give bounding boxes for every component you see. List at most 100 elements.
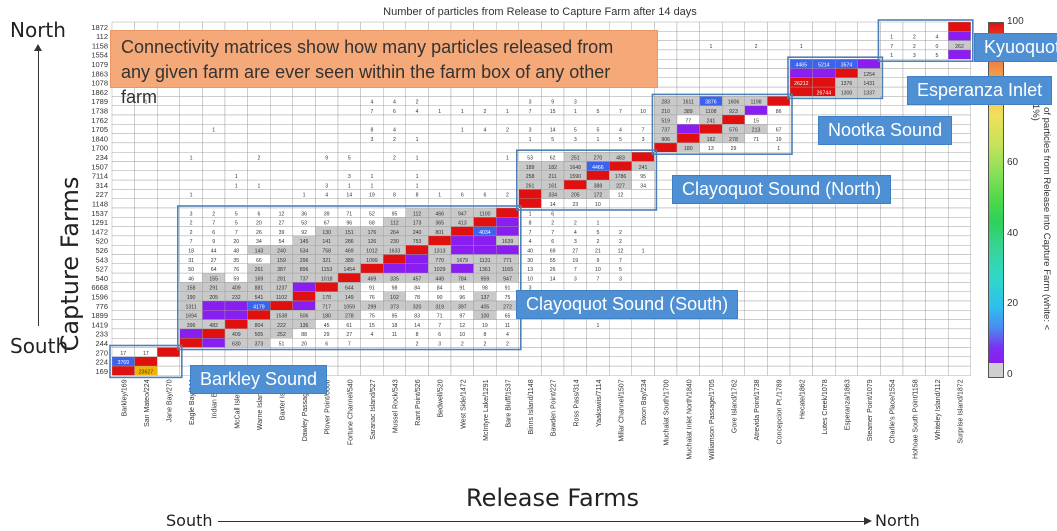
cell-value-label: 1538 xyxy=(276,314,288,320)
heatmap-cell xyxy=(835,31,859,41)
colorbar-tick: 60 xyxy=(1007,157,1019,168)
heatmap-cell xyxy=(405,114,429,125)
heatmap-cell xyxy=(948,105,972,116)
cell-value-label: 320 xyxy=(413,304,422,310)
x-tick-label: Indian Bay/2 xyxy=(212,379,219,418)
heatmap-cell xyxy=(563,179,587,190)
cell-value-label: 4 xyxy=(325,193,328,199)
heatmap-cell xyxy=(857,328,881,339)
heatmap-cell xyxy=(902,198,926,209)
cell-value-label: 506 xyxy=(300,314,309,320)
heatmap-cell xyxy=(360,365,384,376)
heatmap-cell xyxy=(880,105,904,116)
x-tick-label: Dixon Bay/234 xyxy=(641,379,648,425)
heatmap-cell xyxy=(676,235,700,246)
heatmap-cell xyxy=(315,170,339,181)
heatmap-cell xyxy=(789,356,813,367)
cell-value-label: 66 xyxy=(256,258,262,264)
heatmap-cell xyxy=(789,21,813,32)
heatmap-cell xyxy=(789,226,813,237)
cell-value-label: 23627 xyxy=(139,369,154,375)
heatmap-cell xyxy=(902,319,926,330)
cell-value-label: 155 xyxy=(209,276,218,282)
cell-value-label: 7 xyxy=(212,221,215,227)
heatmap-cell xyxy=(473,217,497,227)
heatmap-cell xyxy=(812,291,836,302)
cell-value-label: 3 xyxy=(190,211,193,217)
x-tick-label: Atrevida Point/1738 xyxy=(754,379,761,440)
heatmap-cell xyxy=(156,170,180,181)
cell-value-label: 83 xyxy=(414,314,420,320)
heatmap-cell xyxy=(496,356,520,367)
cell-value-label: 3 xyxy=(438,342,441,348)
cell-value-label: 232 xyxy=(232,295,241,301)
heatmap-cell xyxy=(789,272,813,283)
heatmap-cell xyxy=(767,272,791,283)
cell-value-label: 1 xyxy=(461,109,464,115)
heatmap-cell xyxy=(789,68,813,79)
heatmap-cell xyxy=(948,235,972,246)
cell-value-label: 1639 xyxy=(502,239,514,245)
cell-value-label: 35 xyxy=(233,258,239,264)
heatmap-cell xyxy=(315,96,339,106)
cell-value-label: 2 xyxy=(416,342,419,348)
cell-value-label: 291 xyxy=(209,286,218,292)
heatmap-cell xyxy=(609,365,633,376)
heatmap-cell xyxy=(744,235,768,246)
heatmap-cell xyxy=(948,347,972,358)
cell-value-label: 102 xyxy=(390,295,399,301)
cell-value-label: 4 xyxy=(529,239,532,245)
heatmap-cell xyxy=(835,338,859,348)
cell-value-label: 6 xyxy=(551,211,554,217)
heatmap-cell xyxy=(496,142,520,153)
heatmap-cell xyxy=(405,244,429,255)
cell-value-label: 397 xyxy=(458,304,467,310)
heatmap-cell xyxy=(631,226,655,237)
cell-value-label: 1 xyxy=(709,44,712,50)
cell-value-label: 1 xyxy=(642,249,645,255)
nootka-box xyxy=(651,93,793,156)
cell-value-label: 1 xyxy=(777,146,780,152)
heatmap-cell xyxy=(925,226,949,237)
heatmap-cell xyxy=(948,328,972,339)
cell-value-label: 737 xyxy=(661,128,670,134)
cell-value-label: 3 xyxy=(529,128,532,134)
heatmap-cell xyxy=(586,338,610,348)
x-tick-label: Baxter Islet/7 xyxy=(280,379,287,420)
heatmap-cell xyxy=(609,217,633,227)
heatmap-cell xyxy=(609,96,633,106)
heatmap-cell xyxy=(405,142,429,153)
heatmap-cell xyxy=(767,77,791,88)
heatmap-cell xyxy=(247,105,271,116)
cell-value-label: 10 xyxy=(595,267,601,273)
heatmap-cell xyxy=(473,142,497,153)
heatmap-cell xyxy=(428,235,452,246)
y-tick-label: 7114 xyxy=(92,172,108,181)
y-tick-label: 112 xyxy=(96,32,108,41)
cell-value-label: 12 xyxy=(279,211,285,217)
heatmap-cell xyxy=(812,217,836,227)
heatmap-cell xyxy=(902,356,926,367)
heatmap-cell xyxy=(134,356,158,367)
heatmap-cell xyxy=(563,356,587,367)
heatmap-cell xyxy=(134,217,158,227)
heatmap-cell xyxy=(631,347,655,358)
cell-value-label: 2 xyxy=(913,44,916,50)
heatmap-cell xyxy=(767,254,791,265)
heatmap-cell xyxy=(156,254,180,265)
cell-value-label: 896 xyxy=(300,267,309,273)
heatmap-cell xyxy=(586,114,610,125)
cell-value-label: 4 xyxy=(935,35,938,41)
heatmap-cell xyxy=(292,282,316,292)
heatmap-cell xyxy=(111,170,135,181)
barkley-box xyxy=(109,344,183,379)
cell-value-label: 20 xyxy=(301,342,307,348)
cell-value-label: 91 xyxy=(459,286,465,292)
heatmap-cell xyxy=(337,272,361,283)
cell-value-label: 519 xyxy=(661,118,670,124)
cell-value-label: 717 xyxy=(322,304,331,310)
heatmap-cell xyxy=(473,86,497,97)
cell-value-label: 75 xyxy=(505,295,511,301)
heatmap-cell xyxy=(631,356,655,367)
cell-value-label: 12 xyxy=(618,249,624,255)
